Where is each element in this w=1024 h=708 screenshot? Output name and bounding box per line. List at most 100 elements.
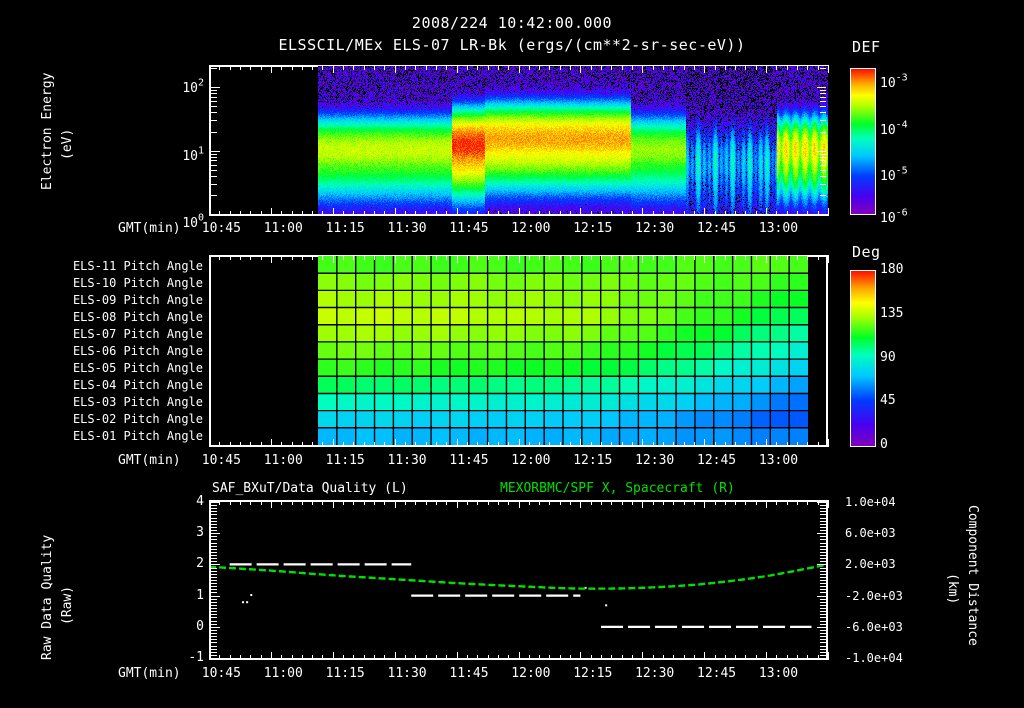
axis-tick (570, 442, 572, 447)
axis-tick (704, 439, 706, 447)
axis-tick (209, 439, 210, 447)
axis-tick (211, 633, 217, 635)
axis-tick (211, 595, 220, 597)
axis-tick (786, 655, 788, 660)
axis-tick (270, 65, 272, 73)
axis-tick (714, 255, 716, 260)
axis-tick (745, 500, 747, 505)
axis-tick (270, 500, 272, 508)
panel3-ylabel-unit: (Raw) (60, 585, 75, 625)
axis-tick (211, 626, 220, 628)
axis-tick (456, 652, 458, 660)
axis-tick (211, 592, 217, 594)
axis-tick (611, 655, 613, 660)
xtick-label-11-45: 11:45 (449, 453, 489, 468)
axis-tick (425, 255, 427, 260)
axis-tick (446, 655, 448, 660)
axis-tick (786, 211, 788, 216)
axis-tick (611, 442, 613, 447)
axis-tick (211, 561, 217, 563)
axis-tick (559, 255, 561, 260)
axis-tick (211, 564, 220, 566)
axis-tick (384, 65, 386, 70)
axis-tick (828, 652, 829, 660)
pitch-angle-row-label-6: ELS-05 Pitch Angle (72, 360, 203, 375)
axis-tick (353, 211, 355, 216)
axis-tick (260, 500, 262, 505)
axis-tick (528, 500, 530, 505)
axis-tick (828, 255, 829, 263)
panel3-ytick-left-1: 3 (196, 525, 204, 541)
axis-tick (291, 655, 293, 660)
axis-tick (508, 500, 510, 505)
axis-tick (820, 645, 826, 647)
axis-tick (281, 442, 283, 447)
axis-tick (704, 255, 706, 263)
axis-tick (322, 655, 324, 660)
axis-tick (580, 208, 582, 216)
axis-tick (611, 255, 613, 260)
axis-tick (374, 65, 376, 70)
axis-tick (820, 639, 826, 641)
axis-tick (820, 583, 826, 585)
axis-tick (570, 655, 572, 660)
axis-tick (590, 442, 592, 447)
axis-tick (745, 442, 747, 447)
axis-tick (466, 500, 468, 505)
axis-tick (219, 255, 221, 260)
axis-tick (508, 655, 510, 660)
panel3-ytick-left-4: 0 (196, 618, 204, 634)
panel2-xlabel: GMT(min) (118, 453, 181, 468)
panel1-ytick-0: 102 (182, 77, 204, 96)
axis-tick (229, 255, 231, 260)
pitch-angle-row-label-2: ELS-09 Pitch Angle (72, 293, 203, 308)
axis-tick (394, 65, 396, 73)
axis-tick (820, 576, 826, 578)
axis-tick (601, 65, 603, 70)
axis-tick (211, 514, 217, 516)
deg-colorbar-title: Deg (852, 243, 881, 261)
axis-tick (817, 150, 826, 152)
axis-tick (322, 65, 324, 70)
axis-tick (281, 255, 283, 260)
axis-tick (211, 586, 217, 588)
axis-tick (704, 208, 706, 216)
xtick-label-11-00: 11:00 (263, 221, 303, 236)
axis-tick (301, 255, 303, 260)
axis-tick (820, 112, 826, 114)
axis-tick (528, 211, 530, 216)
axis-tick (211, 150, 220, 152)
axis-tick (211, 617, 217, 619)
axis-tick (415, 655, 417, 660)
axis-tick (343, 500, 345, 505)
axis-tick (820, 97, 826, 99)
axis-tick (820, 580, 826, 581)
axis-tick (425, 442, 427, 447)
axis-tick (797, 65, 799, 70)
axis-tick (820, 530, 826, 532)
axis-tick (343, 211, 345, 216)
axis-tick (312, 500, 314, 505)
axis-tick (549, 255, 551, 260)
axis-tick (211, 536, 217, 538)
axis-tick (415, 255, 417, 260)
axis-tick (601, 255, 603, 260)
axis-tick (211, 523, 217, 525)
axis-tick (425, 65, 427, 70)
axis-tick (724, 655, 726, 660)
axis-tick (820, 169, 826, 171)
axis-tick (820, 160, 826, 162)
axis-tick (211, 636, 217, 638)
axis-tick (312, 65, 314, 70)
axis-tick (642, 208, 644, 216)
axis-tick (776, 655, 778, 660)
axis-tick (211, 567, 217, 569)
axis-tick (539, 211, 541, 216)
axis-tick (487, 211, 489, 216)
xtick-label-11-45: 11:45 (449, 221, 489, 236)
axis-tick (211, 101, 217, 103)
axis-tick (621, 211, 623, 216)
axis-tick (820, 651, 826, 653)
axis-tick (405, 500, 407, 505)
axis-tick (211, 611, 217, 613)
